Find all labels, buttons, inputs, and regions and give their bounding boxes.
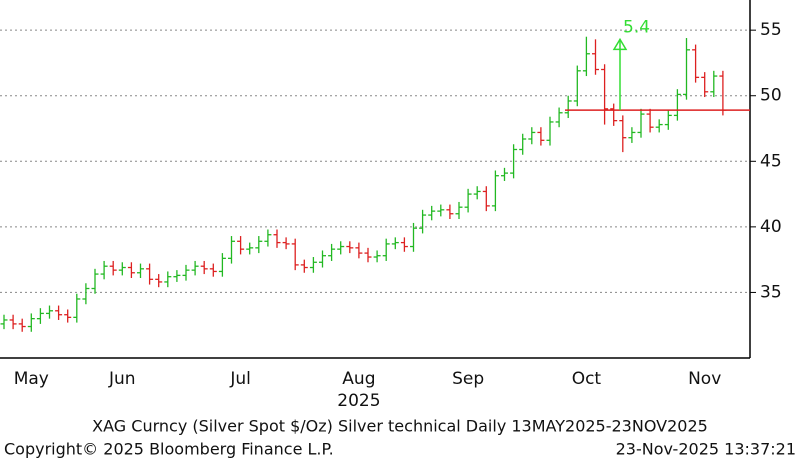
y-tick-label: 45 <box>760 151 782 171</box>
arrow-head <box>612 37 628 51</box>
x-tick-label: May <box>14 369 49 389</box>
x-tick-label: Nov <box>688 369 721 389</box>
y-tick-label: 35 <box>760 282 782 302</box>
copyright: Copyright© 2025 Bloomberg Finance L.P. <box>4 440 334 459</box>
x-tick-label: Sep <box>452 369 484 389</box>
y-tick-label: 40 <box>760 217 782 237</box>
y-tick-label: 50 <box>760 86 782 106</box>
annotation-label: 5.4 <box>623 17 650 37</box>
x-tick-label: Jun <box>108 369 136 389</box>
year-label: 2025 <box>337 391 380 411</box>
x-tick-label: Aug <box>342 369 375 389</box>
y-tick-label: 55 <box>760 20 782 40</box>
timestamp: 23-Nov-2025 13:37:21 <box>616 440 796 459</box>
footer-title: XAG Curncy (Silver Spot $/Oz) Silver tec… <box>92 417 708 436</box>
x-tick-label: Jul <box>229 369 251 389</box>
x-tick-label: Oct <box>572 369 602 389</box>
